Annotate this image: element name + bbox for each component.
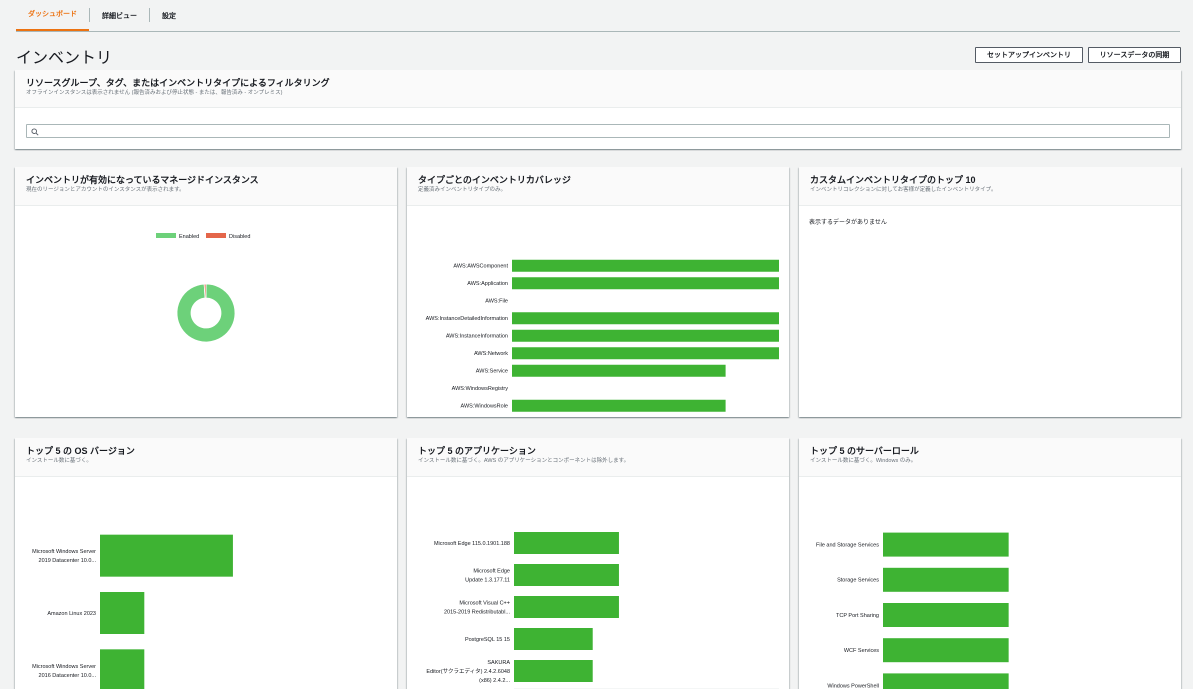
- top-apps-panel: トップ 5 のアプリケーション インストール数に基づく。AWS のアプリケーショ…: [407, 438, 789, 689]
- category-label: Windows PowerShell: [827, 683, 879, 689]
- bar[interactable]: [512, 364, 726, 377]
- bar[interactable]: [883, 567, 1009, 592]
- category-label: AWS:WindowsRegistry: [452, 386, 509, 392]
- setup-inventory-button[interactable]: セットアップインベントリ: [975, 47, 1083, 63]
- category-label: Microsoft Visual C++ 2015-2019 Redistribu…: [444, 600, 511, 615]
- tab-divider: [149, 8, 150, 22]
- top-roles-panel: トップ 5 のサーバーロール インストール数に基づく。Windows のみ。 F…: [799, 438, 1181, 689]
- no-data-message: 表示するデータがありません: [809, 220, 887, 226]
- category-label: Microsoft Edge 115.0.1901.188: [434, 541, 510, 547]
- inventory-coverage-header: タイプごとのインベントリカバレッジ 定義済みインベントリタイプのみ。: [407, 167, 789, 206]
- tab-settings[interactable]: 設定: [162, 13, 176, 20]
- custom-inventory-title: カスタムインベントリタイプのトップ 10: [810, 175, 976, 185]
- category-label: AWS:WindowsRole: [461, 404, 508, 410]
- tab-bar: ダッシュボード 詳細ビュー 設定: [16, 0, 1180, 32]
- top-os-header: トップ 5 の OS バージョン インストール数に基づく。: [15, 438, 397, 477]
- inventory-coverage-title: タイプごとのインベントリカバレッジ: [418, 175, 571, 185]
- filter-panel: リソースグループ、タグ、またはインベントリタイプによるフィルタリング オフライン…: [15, 70, 1181, 149]
- managed-instances-header: インベントリが有効になっているマネージドインスタンス 現在のリージョンとアカウン…: [15, 167, 397, 206]
- category-label: WCF Services: [844, 648, 879, 654]
- custom-inventory-header: カスタムインベントリタイプのトップ 10 インベントリコレクションに対してお客様…: [799, 167, 1181, 206]
- tab-detail-view[interactable]: 詳細ビュー: [102, 13, 137, 20]
- top-apps-title: トップ 5 のアプリケーション: [418, 446, 536, 456]
- search-icon: [31, 128, 39, 136]
- bar[interactable]: [883, 638, 1009, 663]
- top-apps-subtitle: インストール数に基づく。AWS のアプリケーションとコンポーネントは除外します。: [418, 458, 630, 464]
- bar[interactable]: [512, 329, 779, 342]
- bar[interactable]: [514, 628, 593, 650]
- category-label: AWS:InstanceInformation: [446, 334, 508, 340]
- managed-instances-subtitle: 現在のリージョンとアカウントのインスタンスが表示されます。: [26, 187, 185, 193]
- category-label: AWS:Application: [467, 281, 508, 287]
- bar[interactable]: [512, 347, 779, 360]
- bar[interactable]: [883, 532, 1009, 557]
- category-label: TCP Port Sharing: [836, 613, 879, 619]
- inventory-coverage-panel: タイプごとのインベントリカバレッジ 定義済みインベントリタイプのみ。 AWS:A…: [407, 167, 789, 435]
- top-roles-header: トップ 5 のサーバーロール インストール数に基づく。Windows のみ。: [799, 438, 1181, 477]
- bar[interactable]: [514, 596, 619, 618]
- managed-instances-title: インベントリが有効になっているマネージドインスタンス: [26, 175, 259, 185]
- inventory-coverage-chart: AWS:AWSComponent AWS:Application AWS:File A…: [426, 259, 779, 435]
- legend-label-enabled: Enabled: [179, 234, 199, 240]
- category-label: PostgreSQL 15 15: [465, 637, 510, 643]
- filter-title: リソースグループ、タグ、またはインベントリタイプによるフィルタリング: [26, 78, 330, 88]
- filter-subtitle: オフラインインスタンスは表示されません (報告済みおよび停止状態 - または、報…: [26, 90, 283, 96]
- donut-slice-disabled[interactable]: [203, 283, 207, 299]
- category-label: SAKURA Editor(サクラエディタ) 2.4.2.6048 (x86) 2.…: [426, 660, 510, 684]
- top-os-chart: Microsoft Windows Server 2019 Datacenter …: [32, 534, 233, 689]
- resource-data-sync-button[interactable]: リソースデータの同期: [1088, 47, 1181, 63]
- bar[interactable]: [512, 312, 779, 325]
- top-os-title: トップ 5 の OS バージョン: [26, 446, 135, 456]
- bar[interactable]: [512, 259, 779, 272]
- donut-slice-enabled[interactable]: [176, 283, 236, 343]
- top-roles-chart: File and Storage Services Storage Service…: [816, 532, 1009, 689]
- bar[interactable]: [514, 564, 619, 586]
- category-label: AWS:Network: [474, 351, 508, 357]
- inventory-coverage-subtitle: 定義済みインベントリタイプのみ。: [418, 187, 507, 193]
- managed-instances-panel: インベントリが有効になっているマネージドインスタンス 現在のリージョンとアカウン…: [15, 167, 397, 417]
- bar[interactable]: [512, 399, 726, 412]
- top-apps-header: トップ 5 のアプリケーション インストール数に基づく。AWS のアプリケーショ…: [407, 438, 789, 477]
- category-label: AWS:InstanceDetailedInformation: [426, 316, 508, 322]
- bar[interactable]: [514, 532, 619, 554]
- category-label: Storage Services: [837, 578, 879, 584]
- top-roles-title: トップ 5 のサーバーロール: [810, 446, 919, 456]
- category-label: Amazon Linux 2023: [47, 611, 96, 617]
- top-apps-chart: Microsoft Edge 115.0.1901.188 Microsoft E…: [426, 532, 779, 689]
- category-label: AWS:AWSComponent: [453, 264, 508, 270]
- page-title: インベントリ: [16, 50, 113, 67]
- legend-swatch-disabled: [206, 233, 226, 238]
- category-label: Microsoft Windows Server 2016 Datacenter …: [32, 664, 96, 679]
- managed-instances-chart: Enabled Disabled: [156, 233, 250, 343]
- legend-swatch-enabled: [156, 233, 176, 238]
- bar[interactable]: [514, 660, 593, 682]
- bar[interactable]: [100, 592, 145, 634]
- bar[interactable]: [883, 603, 1009, 627]
- legend-label-disabled: Disabled: [229, 234, 250, 240]
- top-os-panel: トップ 5 の OS バージョン インストール数に基づく。 Microsoft …: [15, 438, 397, 689]
- filter-panel-header: リソースグループ、タグ、またはインベントリタイプによるフィルタリング オフライン…: [15, 70, 1181, 108]
- top-os-subtitle: インストール数に基づく。: [26, 458, 92, 464]
- bar[interactable]: [100, 534, 233, 577]
- custom-inventory-panel: カスタムインベントリタイプのトップ 10 インベントリコレクションに対してお客様…: [799, 167, 1181, 417]
- tab-divider: [89, 8, 90, 22]
- category-label: AWS:File: [485, 299, 508, 305]
- bar[interactable]: [100, 649, 145, 689]
- tab-dashboard[interactable]: ダッシュボード: [16, 0, 89, 31]
- category-label: File and Storage Services: [816, 543, 879, 549]
- top-roles-subtitle: インストール数に基づく。Windows のみ。: [810, 458, 917, 464]
- bar[interactable]: [883, 673, 1009, 689]
- category-label: Microsoft Edge Update 1.3.177.11: [465, 568, 510, 583]
- filter-search-input[interactable]: [26, 124, 1170, 138]
- category-label: AWS:Service: [476, 369, 508, 375]
- bar[interactable]: [512, 277, 779, 290]
- custom-inventory-subtitle: インベントリコレクションに対してお客様が定義したインベントリタイプ。: [810, 187, 997, 193]
- category-label: Microsoft Windows Server 2019 Datacenter …: [32, 549, 96, 564]
